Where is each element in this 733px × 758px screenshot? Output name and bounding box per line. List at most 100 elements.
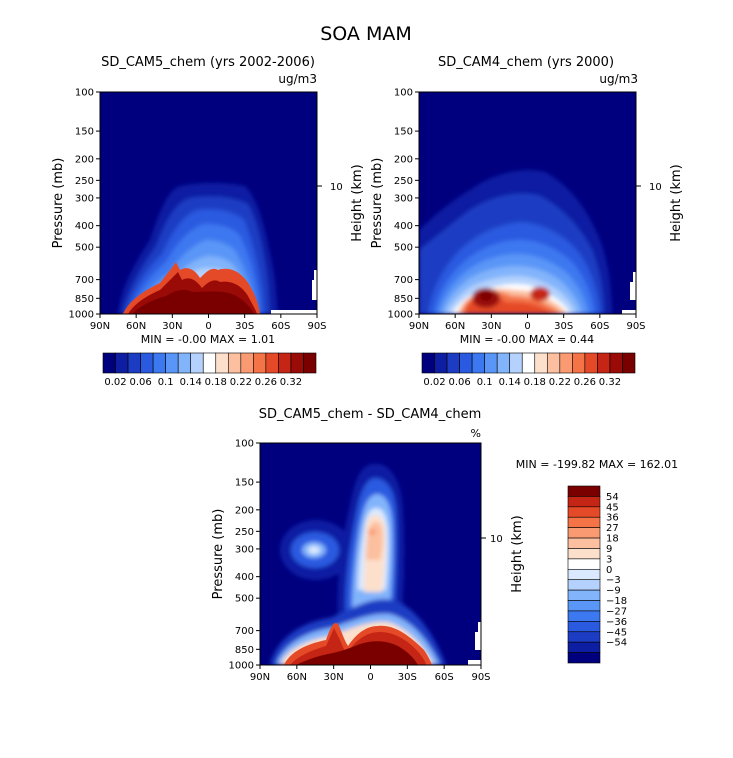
y-tick-label: 200 [75,154,94,165]
colorbar-swatch [102,352,116,374]
colorbar-swatch [240,352,254,374]
colorbar-swatch [471,352,485,374]
y-tick-label: 250 [394,176,413,187]
contour-field [419,92,636,314]
stats-label: MIN = -0.00 MAX = 1.01 [141,333,275,346]
colorbar-swatch [290,352,304,374]
colorbar-label: 3 [606,554,612,565]
x-tick-label: 60N [287,672,307,683]
colorbar-swatch [597,352,611,374]
y-tick-label: 150 [75,127,94,138]
colorbar-swatch [567,652,601,664]
colorbar-swatch [278,352,292,374]
y-tick-label: 300 [394,193,413,204]
colorbar: 0.02 0.06 0.1 0.14 0.18 0.22 0.26 0.32 [102,352,317,388]
colorbar-swatch [202,352,217,374]
colorbar-label: −27 [606,606,627,617]
panel-title: SD_CAM5_chem - SD_CAM4_chem [259,407,482,422]
colorbar-label: 0.06 [448,377,470,388]
y-tick-label: 700 [75,275,94,286]
panel-title: SD_CAM5_chem (yrs 2002-2006) [101,55,315,70]
colorbar-swatch [509,352,523,374]
y-tick-label: 250 [235,527,254,538]
units-label: ug/m3 [599,72,638,86]
colorbar-label: 0.14 [180,377,202,388]
colorbar-label: 0.06 [129,377,151,388]
colorbar-label: 0.22 [549,377,571,388]
colorbar-label: 0 [606,565,612,576]
colorbar-swatch [567,579,601,591]
colorbar-swatch [177,352,192,374]
units-label: ug/m3 [278,72,317,86]
colorbar-swatch [567,558,601,570]
colorbar-swatch [165,352,179,374]
right-axis: 10 [317,182,343,193]
y-tick-label: 100 [394,88,413,99]
x-tick-label: 30N [324,672,344,683]
colorbar-swatch [303,352,317,374]
colorbar-label: 18 [606,534,619,545]
right-tick-label: 10 [649,182,662,193]
y-tick-label: 400 [75,221,94,232]
y-tick-label: 1000 [388,310,413,321]
x-tick-label: 60S [271,321,290,332]
colorbar-label: 0.26 [255,377,277,388]
colorbar-swatch [567,589,601,601]
colorbar-label: 0.32 [280,377,302,388]
y-tick-label: 300 [235,544,254,555]
colorbar-swatch [567,506,601,518]
y-tick-label: 400 [394,221,413,232]
colorbar-swatch [584,352,598,374]
x-tick-label: 90S [626,321,645,332]
colorbar-label: 45 [606,502,619,513]
y-tick-label: 1000 [69,310,94,321]
y-axis-right-label: Height (km) [350,164,365,241]
contour-field [260,443,481,665]
y-axis-label: Pressure (mb) [51,158,66,249]
colorbar-label: 0.26 [574,377,596,388]
x-tick-labels: 90N 60N 30N 0 30S 60S 90S [90,314,327,332]
colorbar-swatch [446,352,460,374]
colorbar-swatch [421,352,435,374]
units-label: % [471,427,481,440]
colorbar-label: −36 [606,617,627,628]
colorbar-swatch [609,352,623,374]
colorbar-label: 0.02 [104,377,126,388]
x-tick-label: 60S [435,672,454,683]
colorbar-swatch [567,516,601,528]
colorbar-swatch [215,352,229,374]
colorbar-label: 36 [606,513,619,524]
colorbar-swatch [227,352,242,374]
x-tick-label: 30S [554,321,573,332]
colorbar-swatch [567,527,601,539]
colorbar-swatch [459,352,473,374]
x-tick-label: 30N [162,321,182,332]
y-tick-label: 700 [394,275,413,286]
colorbar-label: 27 [606,523,619,534]
y-tick-label: 850 [394,294,413,305]
x-tick-label: 90N [250,672,270,683]
colorbar-swatch [567,610,601,622]
y-tick-label: 300 [75,193,94,204]
colorbar-label: −45 [606,627,627,638]
colorbar-swatch [567,537,601,549]
y-tick-label: 850 [235,645,254,656]
colorbar-label: −9 [606,586,621,597]
y-tick-label: 150 [235,478,254,489]
colorbar-swatch [521,352,536,374]
y-tick-label: 500 [75,243,94,254]
y-tick-label: 1000 [229,661,254,672]
stats-label: MIN = -199.82 MAX = 162.01 [516,458,678,471]
y-tick-label: 100 [75,88,94,99]
y-tick-labels: 100 150 200 250 300 400 500 700 850 1000 [69,88,100,321]
x-tick-label: 60N [126,321,146,332]
y-tick-label: 200 [235,505,254,516]
x-tick-label: 0 [205,321,211,332]
colorbar-swatch [152,352,166,374]
y-tick-label: 150 [394,127,413,138]
colorbar-swatch [484,352,498,374]
colorbar-swatch [127,352,141,374]
stats-label: MIN = -0.00 MAX = 0.44 [460,333,594,346]
colorbar-label: 0.18 [524,377,546,388]
